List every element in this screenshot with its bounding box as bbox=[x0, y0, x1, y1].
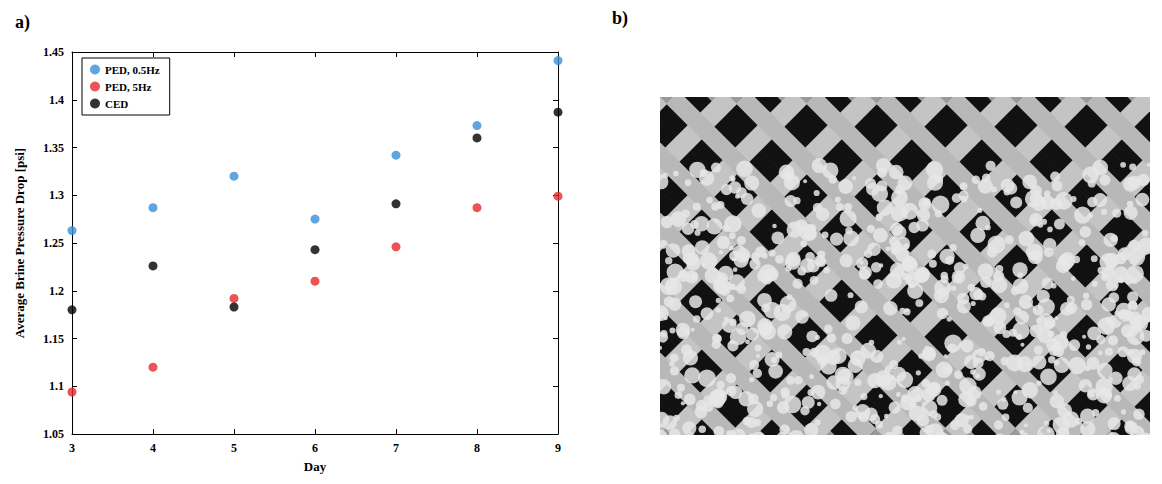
svg-text:1.4: 1.4 bbox=[49, 93, 64, 107]
svg-text:1.1: 1.1 bbox=[49, 379, 64, 393]
svg-text:1.35: 1.35 bbox=[43, 141, 64, 155]
svg-text:a): a) bbox=[15, 12, 30, 33]
svg-text:1.25: 1.25 bbox=[43, 236, 64, 250]
svg-text:1.15: 1.15 bbox=[43, 332, 64, 346]
svg-text:1.2: 1.2 bbox=[49, 284, 64, 298]
svg-text:1.3: 1.3 bbox=[49, 188, 64, 202]
svg-text:Average Brine Pressure Drop [p: Average Brine Pressure Drop [psi] bbox=[12, 148, 27, 338]
svg-text:PED, 0.5Hz: PED, 0.5Hz bbox=[105, 64, 160, 76]
svg-text:7: 7 bbox=[393, 441, 399, 455]
svg-text:PED, 5Hz: PED, 5Hz bbox=[105, 81, 152, 93]
svg-text:1.05: 1.05 bbox=[43, 427, 64, 441]
svg-text:5: 5 bbox=[231, 441, 237, 455]
svg-text:9: 9 bbox=[555, 441, 561, 455]
svg-text:8: 8 bbox=[474, 441, 480, 455]
svg-text:3: 3 bbox=[69, 441, 75, 455]
svg-text:1.45: 1.45 bbox=[43, 45, 64, 59]
html-text:b): b) bbox=[612, 8, 628, 28]
svg-text:Day: Day bbox=[304, 459, 327, 474]
svg-text:4: 4 bbox=[150, 441, 156, 455]
svg-text:6: 6 bbox=[312, 441, 318, 455]
svg-text:CED: CED bbox=[105, 98, 128, 110]
